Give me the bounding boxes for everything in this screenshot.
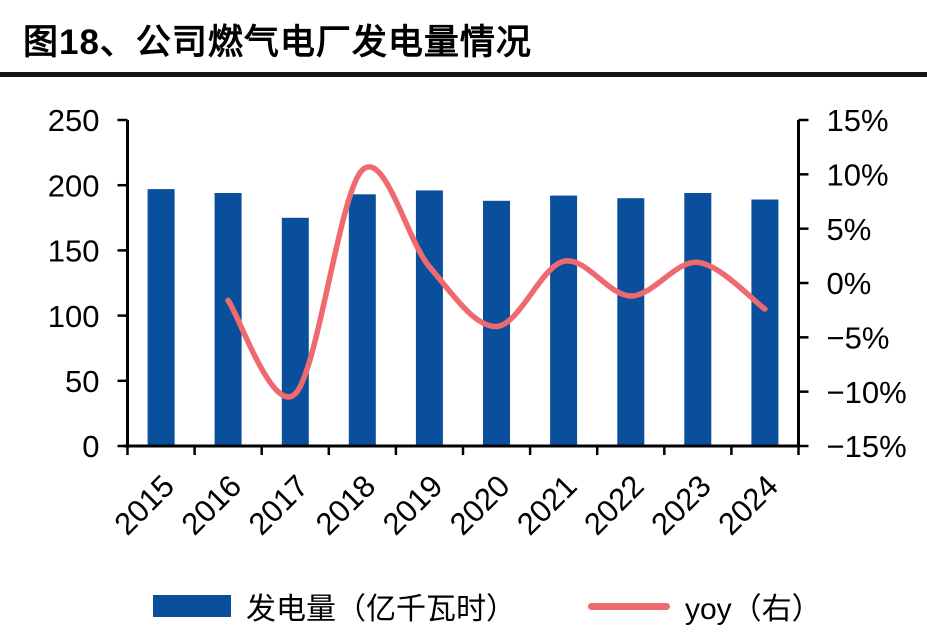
legend-label-yoy: yoy（右） — [685, 593, 822, 626]
x-axis-label-2015: 2015 — [107, 468, 181, 542]
x-axis-label-2023: 2023 — [644, 468, 718, 542]
bar-2024 — [751, 199, 779, 446]
bar-series-swatch-icon — [153, 595, 231, 617]
legend-label-generation: 发电量（亿千瓦时） — [246, 593, 516, 626]
right-axis-label--15: −15% — [827, 429, 907, 464]
right-axis-label-15: 15% — [827, 103, 889, 138]
left-axis-label-250: 250 — [48, 103, 100, 138]
x-axis-label-2022: 2022 — [577, 468, 651, 542]
bar-2023 — [684, 193, 712, 446]
chart-legend: 发电量（亿千瓦时） yoy（右） — [153, 584, 822, 628]
bar-2017 — [281, 217, 309, 446]
x-axis-label-2018: 2018 — [309, 468, 383, 542]
x-axis-label-2021: 2021 — [510, 468, 584, 542]
x-axis-label-2024: 2024 — [711, 468, 785, 542]
line-series-swatch-icon — [588, 602, 670, 610]
yoy-line — [225, 164, 768, 400]
left-axis-label-100: 100 — [48, 299, 100, 334]
right-axis-label-10: 10% — [827, 157, 889, 192]
x-axis-label-2016: 2016 — [175, 468, 249, 542]
right-axis-label--5: −5% — [827, 320, 890, 355]
left-axis-label-0: 0 — [82, 429, 99, 464]
right-axis-label-0: 0% — [827, 266, 872, 301]
left-axis-label-150: 150 — [48, 234, 100, 269]
bar-2015 — [147, 189, 175, 446]
legend-item-generation: 发电量（亿千瓦时） — [153, 584, 516, 628]
bar-2022 — [617, 198, 645, 446]
x-axis-label-2019: 2019 — [376, 468, 450, 542]
title-underline-rule — [0, 72, 927, 77]
x-axis-label-2020: 2020 — [443, 468, 517, 542]
bar-2018 — [348, 194, 376, 446]
figure-title: 图18、公司燃气电厂发电量情况 — [23, 23, 532, 62]
right-axis-label--10: −10% — [827, 375, 907, 410]
generation-yoy-chart: 0 50 100 150 200 250 15% 10% 5% 0% −5% −10% −15% 2015… — [48, 103, 907, 542]
left-axis-label-50: 50 — [65, 364, 99, 399]
right-axis-label-5: 5% — [827, 212, 872, 247]
bar-2021 — [550, 195, 578, 446]
left-axis-label-200: 200 — [48, 168, 100, 203]
x-axis-label-2017: 2017 — [242, 468, 316, 542]
legend-item-yoy: yoy（右） — [588, 584, 822, 628]
bar-2019 — [415, 190, 443, 446]
